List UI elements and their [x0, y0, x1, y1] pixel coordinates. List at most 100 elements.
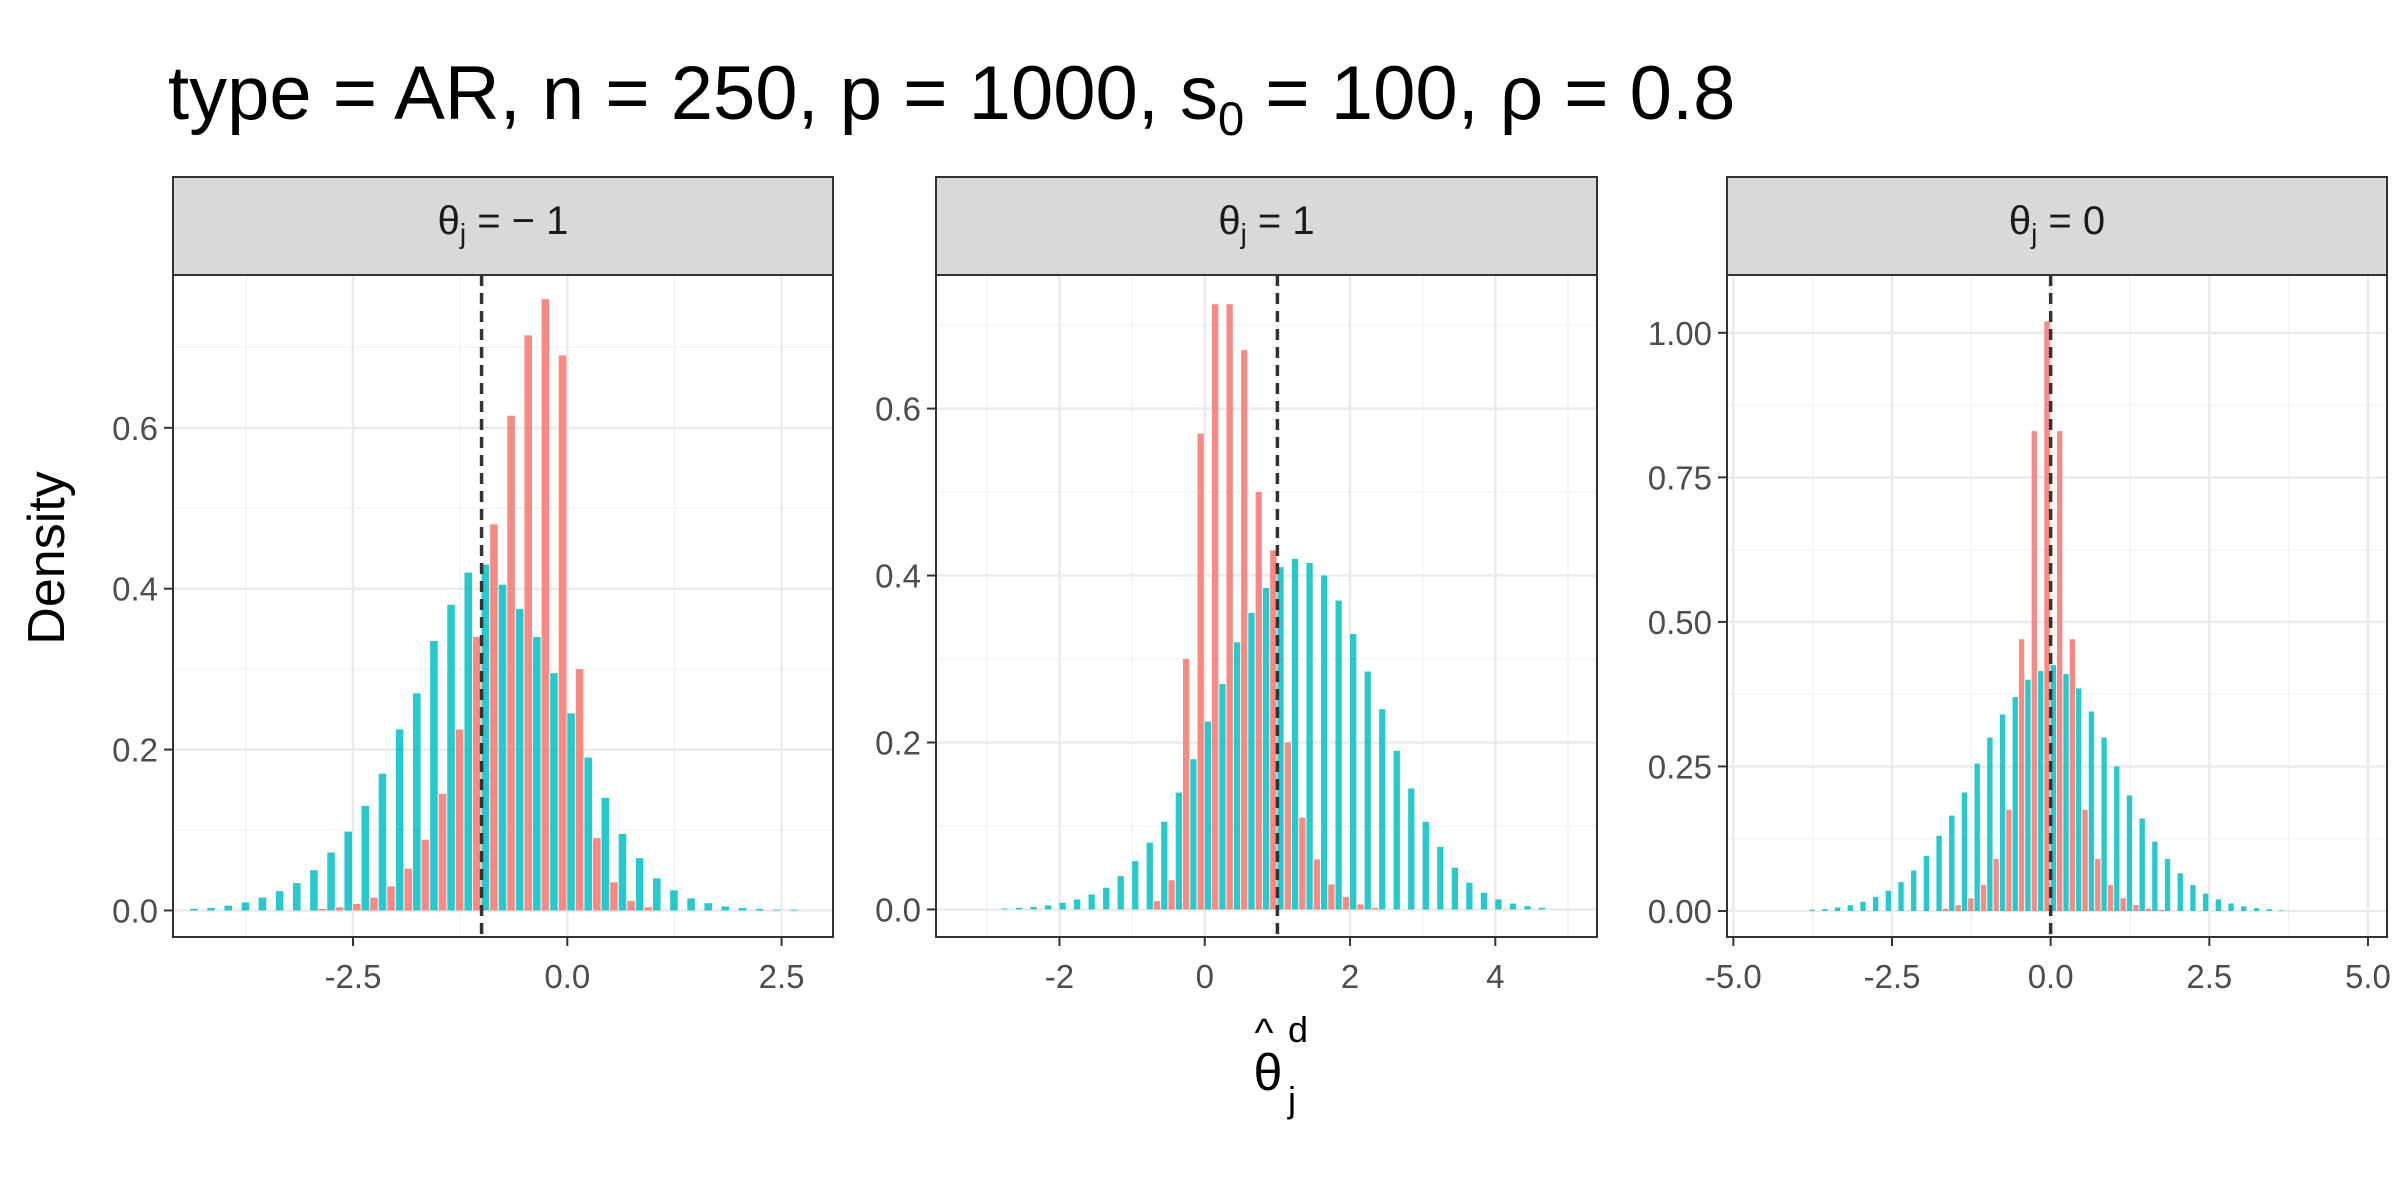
histogram-bar-teal [1949, 815, 1955, 911]
histogram-bar-teal [738, 908, 747, 911]
histogram-bar-teal [653, 878, 661, 911]
histogram-bar-teal [1175, 792, 1182, 910]
plot-border [172, 274, 834, 938]
histogram-bar-red [1313, 859, 1320, 910]
facet-strip-label: θj = 0 [2009, 199, 2105, 249]
histogram-bar-teal [790, 909, 798, 911]
histogram-bar-red [1342, 896, 1350, 910]
histogram-bar-red [1968, 898, 1974, 911]
histogram-bar-teal [1219, 684, 1226, 910]
histogram-bar-red [490, 524, 498, 911]
histogram-bar-red [644, 907, 652, 911]
histogram-bar-teal [1480, 892, 1488, 910]
title-subscript: 0 [1217, 92, 1245, 146]
x-axis-title-hat: ^ [1255, 1011, 1274, 1055]
facet-panel-1: θj = − 1 -2.5 0.0 2.5 0.0 0.2 0.4 0.6 [112, 176, 834, 995]
histogram-bar-teal [447, 604, 455, 911]
histogram-bar-red [2095, 858, 2101, 911]
histogram-bar-teal [1911, 870, 1917, 911]
histogram-bar-teal [2126, 795, 2133, 911]
y-tick-label: 0.0 [875, 891, 921, 928]
histogram-bar-teal [2279, 910, 2285, 911]
y-tick-label: 0.75 [1648, 459, 1712, 496]
histogram-bar-red [2082, 809, 2088, 911]
histogram-bar-teal [1132, 861, 1139, 910]
facet-strip-background [1726, 176, 2388, 276]
histogram-bar-teal [1885, 890, 1891, 911]
histogram-bar-teal [1379, 709, 1386, 910]
histogram-bar-teal [1466, 882, 1473, 910]
histogram-bar-red [541, 299, 550, 911]
histogram-bar-red [575, 669, 584, 911]
x-tick-label: 2.5 [759, 958, 805, 995]
histogram-bar-teal [2266, 909, 2272, 911]
histogram-bar-teal [1277, 567, 1284, 910]
histogram-bar-teal [2101, 737, 2107, 911]
histogram-bar-teal [721, 906, 730, 911]
y-tick-label: 0.4 [112, 571, 158, 608]
histogram-bar-red [2006, 809, 2012, 911]
histogram-bar-teal [310, 870, 318, 911]
title-suffix: = 100, ρ = 0.8 [1244, 51, 1736, 136]
histogram-bar-red [387, 886, 395, 911]
histogram-bar-red [507, 415, 515, 911]
histogram-bar-teal [1103, 887, 1110, 910]
x-tick-label: -2.5 [1864, 958, 1921, 995]
facet-strip-label: θj = 1 [1218, 199, 1314, 249]
histogram-bar-teal [1001, 908, 1008, 910]
histogram-bar-teal [207, 908, 215, 911]
histogram-bar-red [1955, 905, 1961, 911]
histogram-bar-red [1942, 908, 1949, 911]
histogram-bar-red [1255, 492, 1262, 910]
histogram-bar-teal [1822, 909, 1828, 911]
facet-panel-3: θj = 0 -5.0 -2.5 0.0 2.5 5.0 0.00 0.25 0.50 0.75 1… [1648, 176, 2391, 995]
histogram-bar-teal [1248, 613, 1255, 910]
histogram-bar-red [1153, 901, 1161, 910]
histogram-bar-teal [1451, 867, 1458, 910]
histogram-bar-red [473, 636, 481, 911]
histogram-bar-teal [2139, 818, 2145, 911]
histogram-bar-red [318, 908, 327, 911]
histogram-bar-teal [1422, 821, 1429, 910]
histogram-bar-red [1357, 904, 1364, 910]
histogram-bar-red [1980, 884, 1987, 911]
histogram-bar-red [1993, 858, 1999, 911]
histogram-bar-teal [361, 805, 370, 911]
histogram-bar-teal [1074, 899, 1081, 910]
histogram-bar-teal [2114, 766, 2120, 911]
y-tick-label: 0.2 [875, 724, 921, 761]
histogram-bar-teal [1190, 759, 1197, 910]
histogram-bar-teal [2164, 858, 2171, 911]
histogram-bar-teal [464, 572, 472, 911]
x-axis-title-symbol: θ [1254, 1044, 1283, 1102]
x-axis-title: θ ^ j d [1254, 1009, 1308, 1120]
y-tick-label: 0.2 [112, 732, 158, 769]
histogram-bar-red [2044, 321, 2050, 911]
title-prefix: type = AR, n = 250, p = 1000, s [168, 51, 1218, 136]
histogram-bar-teal [1320, 575, 1328, 910]
facet-panels: θj = − 1 -2.5 0.0 2.5 0.0 0.2 0.4 0.6 θj = 1 -2 0 2… [112, 176, 2391, 995]
histogram-bar-teal [2076, 688, 2082, 911]
histogram-bar-teal [2152, 841, 2158, 911]
histogram-bar-teal [1809, 909, 1815, 911]
histogram-bar-teal [584, 757, 592, 911]
y-tick-label: 0.4 [875, 558, 921, 595]
histogram-bar-teal [344, 831, 352, 911]
histogram-bar-teal [550, 673, 558, 911]
histogram-bar-teal [1898, 882, 1904, 911]
histogram-bar-teal [293, 883, 301, 911]
x-axis-title-superscript: d [1288, 1009, 1308, 1050]
histogram-bar-teal [2241, 906, 2247, 911]
histogram-bar-teal [2088, 711, 2095, 911]
histogram-bar-teal [2063, 673, 2069, 911]
histogram-bar-teal [275, 891, 284, 911]
histogram-bar-teal [567, 713, 575, 911]
histogram-bar-teal [1146, 842, 1153, 910]
histogram-bar-teal [190, 908, 198, 911]
facet-strip-label: θj = − 1 [438, 199, 569, 249]
histogram-bar-teal [1936, 835, 1942, 911]
histogram-bar-teal [618, 834, 627, 911]
histogram-bar-teal [1364, 671, 1371, 910]
histogram-bar-teal [1059, 902, 1066, 910]
histogram-bar-teal [378, 773, 387, 911]
